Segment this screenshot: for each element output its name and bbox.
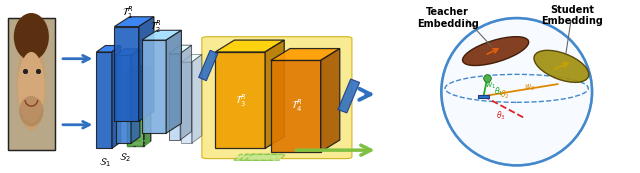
Polygon shape — [169, 54, 180, 140]
Polygon shape — [142, 40, 166, 133]
Polygon shape — [116, 55, 131, 143]
Ellipse shape — [19, 96, 44, 126]
Polygon shape — [321, 49, 340, 152]
Polygon shape — [116, 49, 140, 55]
Polygon shape — [271, 49, 340, 60]
Polygon shape — [239, 154, 280, 160]
Bar — [8, 18, 55, 150]
Polygon shape — [234, 154, 274, 160]
Ellipse shape — [14, 13, 49, 60]
Polygon shape — [97, 45, 121, 52]
Polygon shape — [198, 50, 218, 81]
Bar — [8, 18, 55, 150]
Polygon shape — [245, 154, 285, 160]
Polygon shape — [142, 30, 181, 40]
Polygon shape — [127, 66, 151, 71]
Bar — [477, 95, 489, 98]
Polygon shape — [180, 45, 191, 140]
Text: $w_2$: $w_2$ — [524, 83, 536, 93]
Polygon shape — [191, 54, 202, 143]
Polygon shape — [97, 52, 112, 148]
Ellipse shape — [463, 37, 529, 66]
Text: $\mathcal{S}_2$: $\mathcal{S}_2$ — [118, 151, 131, 164]
Text: $\mathcal{T}_2^R$: $\mathcal{T}_2^R$ — [150, 18, 161, 35]
Polygon shape — [127, 71, 144, 146]
Polygon shape — [181, 62, 191, 143]
Text: $\mathcal{T}_4^R$: $\mathcal{T}_4^R$ — [291, 97, 302, 114]
Polygon shape — [181, 54, 202, 62]
Ellipse shape — [534, 50, 589, 82]
FancyBboxPatch shape — [202, 37, 352, 159]
Polygon shape — [115, 26, 139, 121]
Ellipse shape — [442, 18, 592, 165]
Text: $\mathcal{T}_1^R$: $\mathcal{T}_1^R$ — [122, 5, 133, 21]
Polygon shape — [166, 30, 181, 133]
Text: $\theta_1$: $\theta_1$ — [493, 85, 503, 98]
Text: Teacher
Embedding: Teacher Embedding — [417, 7, 479, 29]
Polygon shape — [271, 60, 321, 152]
Text: Student
Embedding: Student Embedding — [541, 4, 603, 26]
Polygon shape — [215, 52, 265, 148]
Text: $w_1$: $w_1$ — [484, 81, 496, 91]
Text: $\mathcal{T}_3^R$: $\mathcal{T}_3^R$ — [236, 92, 246, 109]
Polygon shape — [139, 17, 154, 121]
Polygon shape — [144, 66, 151, 146]
Polygon shape — [169, 45, 191, 54]
Ellipse shape — [18, 52, 45, 123]
Polygon shape — [265, 40, 284, 148]
Text: $\theta_3$: $\theta_3$ — [496, 109, 506, 122]
Polygon shape — [215, 40, 284, 52]
Polygon shape — [112, 45, 121, 148]
Ellipse shape — [17, 38, 45, 131]
Text: $\theta_2$: $\theta_2$ — [500, 88, 509, 101]
Text: $\mathcal{S}_1$: $\mathcal{S}_1$ — [99, 156, 111, 169]
Polygon shape — [115, 17, 154, 26]
Polygon shape — [131, 49, 140, 143]
Polygon shape — [338, 79, 360, 113]
